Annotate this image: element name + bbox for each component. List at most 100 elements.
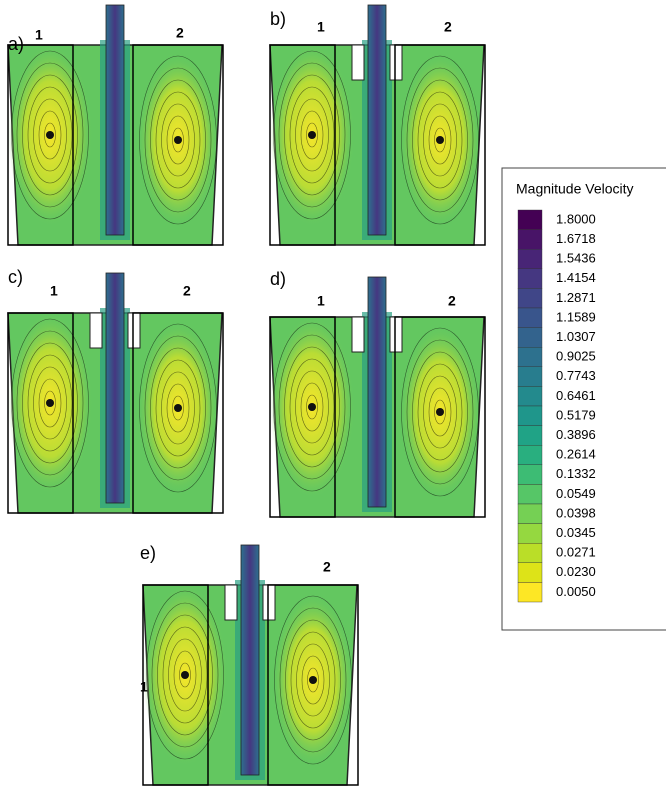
streamline: [33, 98, 67, 172]
streamline: [300, 110, 324, 160]
legend-label: 0.0398: [556, 505, 596, 520]
legend-swatch: [517, 347, 543, 368]
legend-title: Magnitude Velocity: [516, 181, 634, 197]
region-box: [132, 44, 224, 246]
region-label: 1: [140, 679, 148, 695]
panel-label: d): [270, 269, 286, 289]
streamline: [412, 351, 468, 473]
region-label: 1: [317, 19, 325, 35]
baffle: [389, 316, 403, 353]
streamline: [144, 67, 212, 213]
legend-label: 0.6461: [556, 388, 596, 403]
streamline: [161, 103, 195, 177]
vortex-core: [174, 136, 182, 144]
streamline: [273, 50, 351, 220]
streamline: [172, 395, 184, 421]
streamline: [290, 631, 336, 729]
streamline: [423, 103, 457, 177]
baffle: [224, 584, 238, 621]
region-label: 1: [50, 283, 58, 299]
vortex-core: [46, 131, 54, 139]
legend-swatch: [517, 288, 543, 309]
shaft: [367, 4, 387, 236]
streamline: [150, 347, 206, 469]
legend-swatch: [517, 484, 543, 505]
legend-swatch: [517, 366, 543, 387]
streamline: [295, 98, 329, 172]
streamline: [306, 394, 318, 420]
legend-label: 1.6718: [556, 231, 596, 246]
panel-label: c): [8, 267, 23, 287]
region-label: 2: [183, 283, 191, 299]
panel-label: a): [8, 34, 24, 54]
legend-swatch: [517, 307, 543, 328]
streamline: [16, 330, 84, 476]
region-label: 1: [35, 27, 43, 43]
simulation-panel: b) 1 2: [269, 4, 486, 246]
simulation-panel: a) 1 2: [7, 4, 224, 246]
shaft: [240, 544, 260, 776]
streamline: [157, 614, 213, 736]
streamline: [300, 382, 324, 432]
streamline: [22, 74, 78, 196]
streamline: [172, 127, 184, 153]
streamline: [434, 127, 446, 153]
streamline: [406, 339, 474, 485]
streamline: [38, 110, 62, 160]
streamline: [307, 667, 319, 693]
streamline: [11, 50, 89, 220]
vortex-core: [308, 131, 316, 139]
streamline: [423, 375, 457, 449]
legend-swatch: [517, 229, 543, 250]
streamline: [11, 318, 89, 488]
streamline: [412, 79, 468, 201]
streamline: [406, 67, 474, 213]
streamline: [38, 378, 62, 428]
vortex-core: [436, 408, 444, 416]
region-box: [394, 316, 486, 518]
streamline: [401, 55, 479, 225]
streamline: [151, 602, 219, 748]
legend-swatch: [517, 209, 543, 230]
legend-label: 0.0230: [556, 564, 596, 579]
streamline: [401, 327, 479, 497]
legend-label: 0.9025: [556, 349, 596, 364]
streamline: [168, 638, 202, 712]
baffle: [262, 584, 276, 621]
streamline: [162, 626, 208, 724]
streamline: [27, 86, 73, 184]
streamline: [278, 334, 346, 480]
panel-label: b): [270, 9, 286, 29]
region-label: 2: [323, 559, 331, 575]
legend-swatch: [517, 425, 543, 446]
legend-label: 0.7743: [556, 368, 596, 383]
streamline: [278, 62, 346, 208]
streamline: [273, 322, 351, 492]
legend-swatch: [517, 405, 543, 426]
streamline: [417, 91, 463, 189]
simulation-panel: d) 1 2: [269, 269, 486, 518]
legend-label: 1.8000: [556, 211, 596, 226]
streamline: [166, 115, 190, 165]
streamline: [306, 122, 318, 148]
streamline: [22, 342, 78, 464]
baffle: [351, 316, 365, 353]
legend-label: 0.5179: [556, 407, 596, 422]
legend-label: 1.2871: [556, 290, 596, 305]
streamline: [44, 390, 56, 416]
panel-label: e): [140, 543, 156, 563]
region-label: 1: [317, 293, 325, 309]
legend-label: 0.0549: [556, 486, 596, 501]
streamline: [146, 590, 224, 760]
legend-label: 0.0345: [556, 525, 596, 540]
legend-swatch: [517, 327, 543, 348]
streamline: [44, 122, 56, 148]
legend-swatch: [517, 386, 543, 407]
shaft: [105, 272, 125, 504]
streamline: [161, 371, 195, 445]
region-label: 2: [444, 19, 452, 35]
streamline: [434, 399, 446, 425]
legend-label: 1.0307: [556, 329, 596, 344]
legend-swatch: [517, 503, 543, 524]
region-box: [267, 584, 359, 786]
